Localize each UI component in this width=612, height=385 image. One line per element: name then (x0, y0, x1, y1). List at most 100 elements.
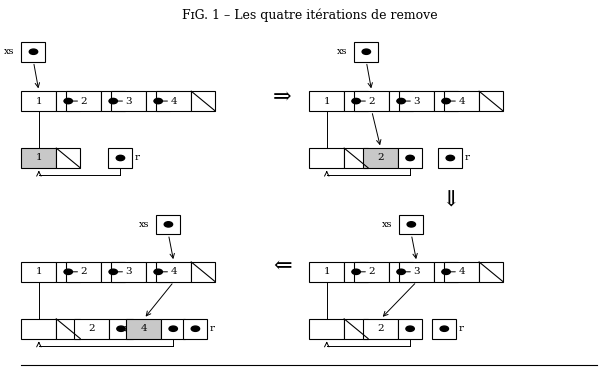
Bar (108, 148, 132, 168)
Bar (21, 148, 56, 168)
Text: 2: 2 (88, 324, 95, 333)
Text: r: r (135, 154, 140, 162)
Bar (56, 91, 80, 111)
Bar (389, 91, 413, 111)
Circle shape (442, 99, 450, 104)
Bar (157, 262, 191, 282)
Text: 1: 1 (35, 97, 42, 105)
Text: 1: 1 (35, 267, 42, 276)
Bar (309, 262, 344, 282)
Bar (56, 148, 80, 168)
Bar (146, 262, 170, 282)
Bar (444, 262, 479, 282)
Bar (127, 319, 161, 338)
Text: ⇓: ⇓ (441, 189, 460, 211)
Text: r: r (458, 324, 463, 333)
Text: 4: 4 (171, 97, 177, 105)
Bar (309, 148, 344, 168)
Bar (67, 262, 101, 282)
Circle shape (191, 326, 200, 331)
Text: 4: 4 (458, 97, 465, 105)
Text: 2: 2 (378, 324, 384, 333)
Circle shape (64, 99, 72, 104)
Circle shape (109, 99, 118, 104)
Text: 1: 1 (323, 267, 330, 276)
Circle shape (64, 269, 72, 275)
Text: r: r (465, 154, 469, 162)
Bar (309, 319, 344, 338)
Circle shape (406, 326, 414, 331)
Text: 2: 2 (378, 154, 384, 162)
Bar (364, 319, 398, 338)
Text: ⇐: ⇐ (273, 256, 292, 278)
Bar (111, 262, 146, 282)
Text: 2: 2 (81, 97, 87, 105)
Circle shape (407, 222, 416, 227)
Bar (399, 214, 424, 234)
Bar (56, 319, 80, 338)
Bar (479, 262, 503, 282)
Bar (191, 91, 215, 111)
Circle shape (397, 269, 405, 275)
Text: 3: 3 (413, 267, 420, 276)
Text: 3: 3 (413, 97, 420, 105)
Text: 3: 3 (125, 97, 132, 105)
Bar (184, 319, 207, 338)
Circle shape (352, 99, 360, 104)
Bar (21, 42, 45, 62)
Bar (398, 319, 422, 338)
Bar (354, 91, 389, 111)
Text: 1: 1 (35, 154, 42, 162)
Circle shape (397, 99, 405, 104)
Circle shape (406, 155, 414, 161)
Bar (479, 91, 503, 111)
Text: 4: 4 (458, 267, 465, 276)
Bar (399, 91, 434, 111)
Bar (101, 262, 125, 282)
Bar (344, 148, 368, 168)
Text: 2: 2 (81, 267, 87, 276)
Text: xs: xs (337, 47, 347, 56)
Circle shape (154, 269, 162, 275)
Bar (157, 214, 181, 234)
Bar (364, 148, 398, 168)
Text: xs: xs (382, 220, 392, 229)
Circle shape (442, 269, 450, 275)
Bar (56, 262, 80, 282)
Bar (354, 42, 378, 62)
Bar (389, 262, 413, 282)
Bar (21, 262, 56, 282)
Circle shape (352, 269, 360, 275)
Text: xs: xs (4, 47, 14, 56)
Text: 1: 1 (323, 97, 330, 105)
Bar (309, 91, 344, 111)
Bar (398, 148, 422, 168)
Bar (344, 262, 368, 282)
Bar (432, 319, 457, 338)
Bar (438, 148, 462, 168)
Bar (444, 91, 479, 111)
Bar (161, 319, 185, 338)
Circle shape (117, 326, 125, 331)
Bar (109, 319, 133, 338)
Bar (191, 262, 215, 282)
Text: 3: 3 (125, 267, 132, 276)
Bar (21, 319, 56, 338)
Bar (101, 91, 125, 111)
Bar (74, 319, 109, 338)
Circle shape (116, 155, 125, 161)
Text: 4: 4 (171, 267, 177, 276)
Bar (344, 319, 368, 338)
Bar (111, 91, 146, 111)
Bar (157, 91, 191, 111)
Circle shape (164, 222, 173, 227)
Circle shape (362, 49, 370, 54)
Circle shape (154, 99, 162, 104)
Text: r: r (210, 324, 215, 333)
Bar (354, 262, 389, 282)
Circle shape (446, 155, 455, 161)
Text: 2: 2 (368, 97, 375, 105)
Bar (146, 91, 170, 111)
Text: 2: 2 (368, 267, 375, 276)
Bar (21, 91, 56, 111)
